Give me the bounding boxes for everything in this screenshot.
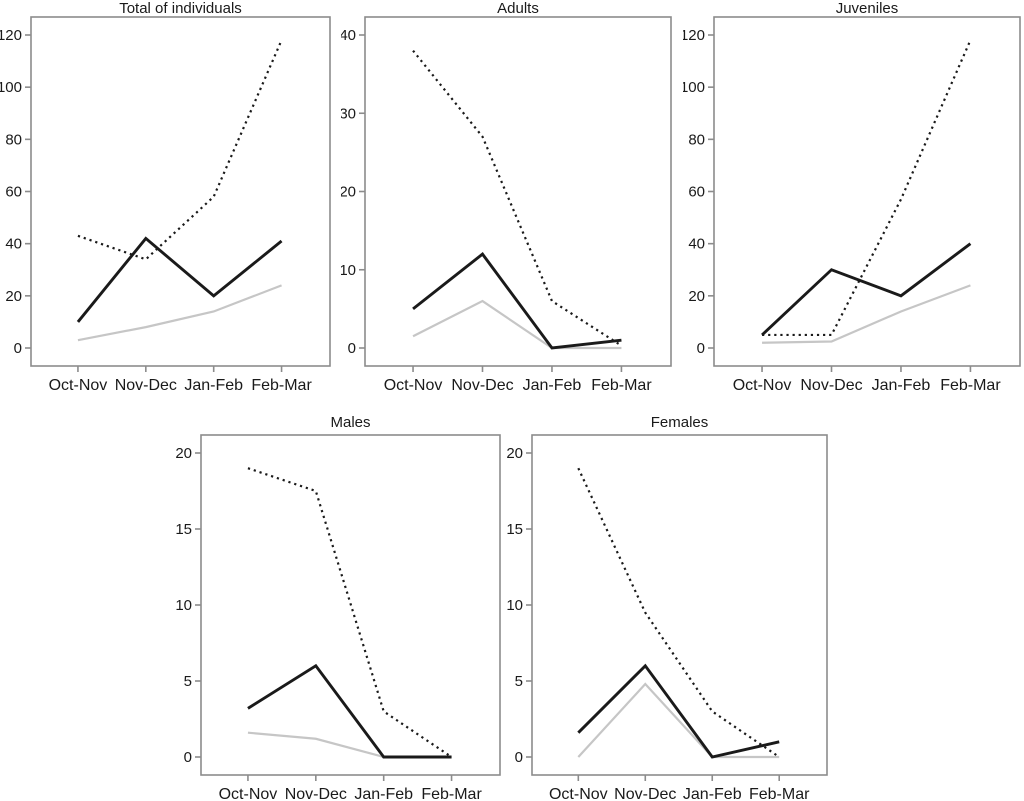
chart-title-juveniles: Juveniles xyxy=(835,0,899,17)
y-tick-label: 100 xyxy=(0,79,22,96)
series-line-dotted-black xyxy=(412,49,623,347)
y-tick-label: 40 xyxy=(341,27,356,44)
line-plot-total-of-individuals: 0 20 40 60 80 100 120 Oct-Nov Nov-Dec Jan-Feb Feb-… xyxy=(0,16,331,394)
chart-panel-males: Males 0 5 10 15 20 Oct-Nov Nov-Dec Jan-Feb Feb-M… xyxy=(170,400,510,801)
x-tick-label: Feb-Mar xyxy=(940,377,1001,394)
y-tick-label: 20 xyxy=(5,288,22,305)
plot-border xyxy=(713,16,1021,367)
y-tick-label: 10 xyxy=(175,597,192,614)
y-tick-label: 120 xyxy=(683,27,705,44)
y-tick-label: 20 xyxy=(175,445,192,462)
x-tick-label: Oct-Nov xyxy=(384,377,443,394)
y-tick-label: 0 xyxy=(697,340,705,357)
line-plot-adults: 0 10 20 30 40 Oct-Nov Nov-Dec Jan-Feb Feb-Mar xyxy=(341,16,672,394)
y-tick-label: 120 xyxy=(0,27,22,44)
plot-border xyxy=(364,16,672,367)
x-tick-label: Feb-Mar xyxy=(749,786,810,801)
line-plot-males: 0 5 10 15 20 Oct-Nov Nov-Dec Jan-Feb Feb-Mar xyxy=(175,434,501,801)
series-line-dotted-black xyxy=(762,39,972,337)
y-tick-label: 15 xyxy=(506,521,523,538)
y-tick-label: 60 xyxy=(688,184,705,201)
chart-panel-adults: Adults 0 10 20 30 40 Oct-Nov Nov-Dec Jan-Feb Feb… xyxy=(341,0,682,400)
y-tick-label: 20 xyxy=(688,288,705,305)
y-tick-label: 20 xyxy=(341,184,356,201)
x-tick-label: Oct-Nov xyxy=(549,786,608,801)
y-tick-label: 20 xyxy=(506,445,523,462)
y-tick-label: 5 xyxy=(184,673,192,690)
x-tick-label: Feb-Mar xyxy=(421,786,482,801)
series-line-solid-gray xyxy=(412,299,622,350)
plot-border xyxy=(30,16,331,367)
series-line-solid-black xyxy=(412,252,622,350)
x-tick-label: Nov-Dec xyxy=(800,377,862,394)
y-tick-label: 0 xyxy=(184,749,192,766)
line-plot-females: 0 5 10 15 20 Oct-Nov Nov-Dec Jan-Feb Feb-Mar xyxy=(506,434,828,801)
series-line-dotted-black xyxy=(77,39,283,261)
x-tick-label: Nov-Dec xyxy=(115,377,177,394)
y-tick-label: 5 xyxy=(515,673,523,690)
x-tick-label: Feb-Mar xyxy=(591,377,652,394)
y-tick-label: 100 xyxy=(683,79,705,96)
series-line-solid-black xyxy=(761,242,972,337)
x-tick-label: Jan-Feb xyxy=(683,786,742,801)
x-tick-label: Oct-Nov xyxy=(49,377,108,394)
chart-panel-juveniles: Juveniles 0 20 40 60 80 100 120 Oct-Nov Nov-Dec J… xyxy=(683,0,1024,400)
y-tick-label: 40 xyxy=(5,236,22,253)
x-tick-label: Nov-Dec xyxy=(451,377,513,394)
series-line-solid-gray xyxy=(247,731,452,759)
x-tick-label: Jan-Feb xyxy=(354,786,413,801)
series-line-solid-gray xyxy=(577,682,780,759)
y-tick-label: 60 xyxy=(5,184,22,201)
y-tick-label: 0 xyxy=(14,340,22,357)
series-line-solid-black xyxy=(577,663,780,759)
x-tick-label: Jan-Feb xyxy=(184,377,243,394)
series-line-solid-black xyxy=(76,236,283,323)
y-tick-label: 80 xyxy=(688,131,705,148)
series-line-solid-gray xyxy=(77,284,282,342)
series-line-dotted-black xyxy=(577,467,780,758)
y-tick-label: 30 xyxy=(341,105,356,122)
chart-title-adults: Adults xyxy=(497,0,539,17)
x-tick-label: Jan-Feb xyxy=(872,377,931,394)
x-tick-label: Jan-Feb xyxy=(523,377,582,394)
x-tick-label: Nov-Dec xyxy=(285,786,347,801)
chart-panel-females: Females 0 5 10 15 20 Oct-Nov Nov-Dec Jan-Feb Feb… xyxy=(500,400,840,801)
y-tick-label: 10 xyxy=(506,597,523,614)
x-tick-label: Oct-Nov xyxy=(219,786,278,801)
chart-title-females: Females xyxy=(650,414,709,431)
line-plot-juveniles: 0 20 40 60 80 100 120 Oct-Nov Nov-Dec Jan-Feb Feb-… xyxy=(683,16,1021,394)
x-tick-label: Oct-Nov xyxy=(733,377,792,394)
y-tick-label: 80 xyxy=(5,131,22,148)
x-tick-label: Nov-Dec xyxy=(614,786,676,801)
series-line-dotted-black xyxy=(247,467,453,758)
y-tick-label: 10 xyxy=(341,262,356,279)
y-tick-label: 0 xyxy=(515,749,523,766)
chart-title-total-of-individuals: Total of individuals xyxy=(119,0,242,17)
chart-title-males: Males xyxy=(330,414,371,431)
series-line-solid-gray xyxy=(762,284,971,344)
y-tick-label: 40 xyxy=(688,236,705,253)
chart-panel-total-of-individuals: Total of individuals 0 20 40 60 80 100 120 Oct-… xyxy=(0,0,341,400)
x-tick-label: Feb-Mar xyxy=(251,377,312,394)
y-tick-label: 15 xyxy=(175,521,192,538)
series-line-solid-black xyxy=(247,663,452,759)
plot-border xyxy=(531,434,828,776)
y-tick-label: 0 xyxy=(348,340,356,357)
